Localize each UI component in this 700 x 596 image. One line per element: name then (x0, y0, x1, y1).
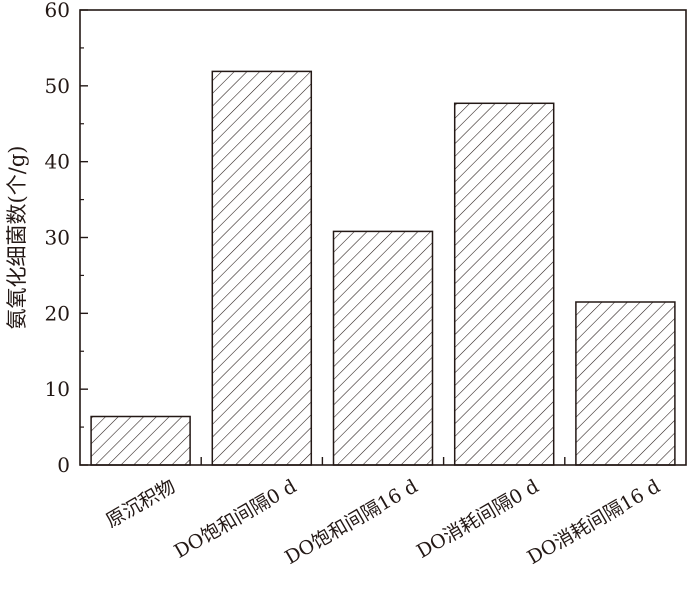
axis-layer (79, 9, 687, 466)
y-tick-label: 20 (45, 301, 70, 325)
bar-3 (332, 230, 434, 466)
x-tick-label: DO饱和间隔16 d (281, 475, 421, 569)
bars-layer (90, 70, 676, 466)
bar-1 (90, 415, 191, 466)
y-tick-label: 0 (57, 453, 70, 477)
y-tick-label: 30 (45, 226, 70, 250)
bar-5 (575, 301, 676, 466)
y-axis-label: 氨氧化细菌数(个/g) (5, 146, 29, 330)
bar-2 (211, 70, 313, 466)
bar-4 (453, 102, 555, 466)
x-tick-label: 原沉积物 (102, 475, 179, 532)
y-tick-label: 10 (45, 377, 70, 401)
y-tick-label: 50 (45, 74, 70, 98)
y-tick-label: 60 (45, 0, 70, 22)
x-tick-label: DO消耗间隔16 d (524, 475, 664, 569)
y-tick-label: 40 (45, 150, 70, 174)
